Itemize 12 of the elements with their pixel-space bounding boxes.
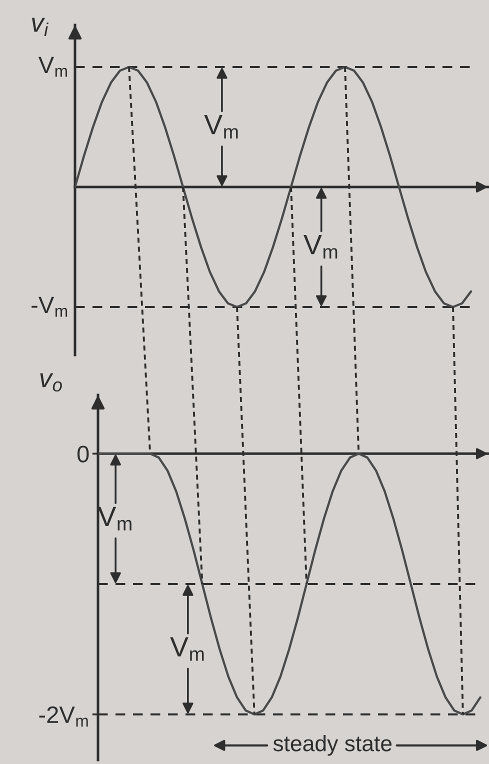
annotation: steady state bbox=[273, 735, 392, 756]
y-tick-label: -2V$_{m}$ bbox=[39, 706, 88, 727]
annotation: V$_{m}$ bbox=[304, 235, 338, 259]
annotation: V$_{m}$ bbox=[204, 115, 238, 139]
annotation: V$_{m}$ bbox=[170, 637, 204, 661]
y-axis-title: v$_{i}$ bbox=[32, 18, 49, 36]
y-axis-title: v$_{o}$ bbox=[40, 373, 62, 392]
annotation: V$_{m}$ bbox=[98, 506, 132, 530]
line-series bbox=[98, 452, 482, 716]
ref-line-label: V$_{m}$ bbox=[38, 56, 67, 77]
y-tick-label: 0 bbox=[77, 446, 89, 462]
ref-line-label: -V$_{m}$ bbox=[32, 296, 68, 317]
